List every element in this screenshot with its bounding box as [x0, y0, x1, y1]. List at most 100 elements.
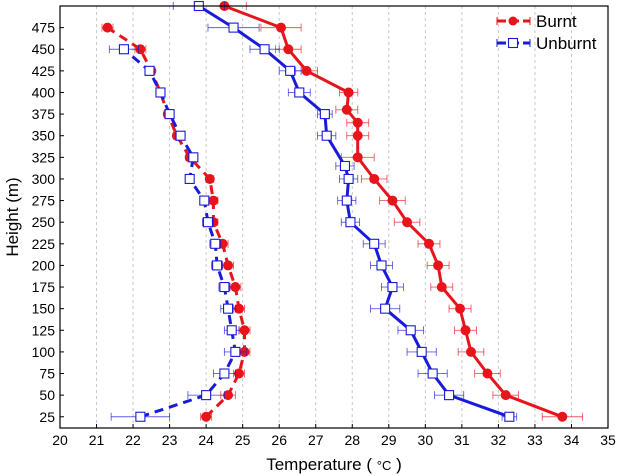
- x-axis-close-paren: ): [396, 455, 402, 474]
- data-point-unburnt: [339, 160, 351, 172]
- data-point-burnt: [223, 390, 234, 401]
- x-axis-label: Temperature: [266, 455, 361, 474]
- y-tick-label: 250: [32, 214, 56, 230]
- data-point-burnt: [301, 65, 312, 76]
- series-line-burnt-dashed: [106, 26, 246, 418]
- axis-ticks: 20 21 22 23 24 25 26 27 28 29 30 31 32 33 34 35 25 50 75 10…: [32, 20, 616, 448]
- data-point-unburnt: [427, 368, 438, 379]
- data-point-unburnt: [135, 411, 146, 422]
- x-tick-label: 28: [344, 432, 360, 448]
- data-point-burnt: [352, 152, 363, 163]
- data-point-burnt: [482, 368, 493, 379]
- y-tick-label: 425: [32, 63, 56, 79]
- data-point-unburnt: [199, 195, 210, 206]
- data-point-unburnt: [155, 87, 166, 98]
- y-tick-label: 125: [32, 322, 56, 338]
- data-point-burnt: [402, 217, 413, 228]
- x-tick-label: 25: [235, 432, 251, 448]
- data-point-burnt: [352, 130, 363, 141]
- data-point-unburnt: [341, 195, 352, 206]
- data-point-unburnt: [164, 109, 175, 120]
- data-point-unburnt: [228, 22, 239, 33]
- data-point-burnt: [201, 411, 212, 422]
- data-point-unburnt: [175, 130, 186, 141]
- data-point-burnt: [343, 87, 354, 98]
- data-point-unburnt: [118, 44, 129, 55]
- x-tick-label: 31: [454, 432, 470, 448]
- data-point-unburnt: [184, 173, 195, 185]
- x-tick-label: 35: [600, 432, 616, 448]
- data-point-burnt: [369, 173, 380, 184]
- data-point-unburnt: [144, 65, 155, 76]
- data-point-unburnt: [259, 44, 270, 55]
- data-point-unburnt: [226, 325, 237, 336]
- data-point-burnt: [283, 44, 294, 55]
- data-point-unburnt: [380, 303, 391, 314]
- series-unburnt: [108, 0, 518, 422]
- y-tick-label: 450: [32, 41, 56, 57]
- y-axis-title: Height (m): [3, 177, 22, 256]
- data-point-unburnt: [285, 65, 296, 76]
- data-point-burnt: [423, 238, 434, 249]
- y-tick-label: 375: [32, 106, 56, 122]
- data-point-unburnt: [219, 368, 230, 379]
- data-point-unburnt: [294, 87, 305, 98]
- x-tick-label: 34: [564, 432, 580, 448]
- series-line-burnt-solid: [223, 4, 563, 419]
- data-point-burnt: [341, 104, 352, 115]
- data-point-burnt: [102, 22, 113, 33]
- data-point-unburnt: [369, 238, 380, 249]
- data-point-burnt: [223, 260, 234, 271]
- x-tick-label: 29: [381, 432, 397, 448]
- x-tick-label: 32: [491, 432, 507, 448]
- data-point-burnt: [433, 260, 444, 271]
- data-point-burnt: [208, 195, 219, 206]
- y-tick-label: 200: [32, 257, 56, 273]
- legend-label-burnt: Burnt: [536, 12, 577, 31]
- legend-marker-burnt: [508, 16, 518, 26]
- data-point-unburnt: [319, 109, 330, 120]
- y-tick-label: 150: [32, 301, 56, 317]
- data-point-unburnt: [230, 346, 241, 357]
- data-point-unburnt: [210, 238, 221, 249]
- x-tick-label: 27: [308, 432, 324, 448]
- data-point-burnt: [239, 325, 250, 336]
- data-point-burnt: [234, 368, 245, 379]
- data-point-unburnt: [504, 411, 515, 422]
- data-point-unburnt: [343, 173, 354, 185]
- x-axis-unit: °C: [377, 458, 392, 473]
- data-point-unburnt: [188, 152, 199, 163]
- x-tick-label: 30: [418, 432, 434, 448]
- y-tick-label: 475: [32, 20, 56, 36]
- y-tick-label: 275: [32, 193, 56, 209]
- data-point-unburnt: [212, 260, 223, 271]
- data-point-burnt: [500, 390, 511, 401]
- y-tick-label: 25: [39, 409, 55, 425]
- data-point-burnt: [436, 282, 447, 293]
- legend: Burnt Unburnt: [496, 12, 597, 53]
- x-axis-title: Temperature ( °C ): [266, 455, 402, 474]
- data-point-unburnt: [405, 325, 416, 336]
- data-point-burnt: [234, 303, 245, 314]
- data-point-unburnt: [387, 281, 398, 293]
- plot-frame: [59, 5, 609, 429]
- data-point-burnt: [204, 173, 215, 184]
- data-point-unburnt: [376, 260, 387, 271]
- series-layer: [101, 0, 583, 422]
- legend-marker-unburnt: [507, 37, 519, 49]
- data-point-unburnt: [345, 217, 356, 228]
- data-point-unburnt: [444, 390, 455, 401]
- data-point-burnt: [276, 22, 287, 33]
- y-tick-label: 300: [32, 171, 56, 187]
- data-point-burnt: [387, 195, 398, 206]
- data-point-burnt: [557, 411, 568, 422]
- grid-lines: [96, 6, 572, 428]
- x-tick-label: 21: [89, 432, 105, 448]
- data-point-burnt: [352, 117, 363, 128]
- x-tick-label: 20: [52, 432, 68, 448]
- y-tick-label: 325: [32, 149, 56, 165]
- data-point-unburnt: [202, 217, 214, 228]
- x-tick-label: 33: [527, 432, 543, 448]
- data-point-burnt: [230, 282, 241, 293]
